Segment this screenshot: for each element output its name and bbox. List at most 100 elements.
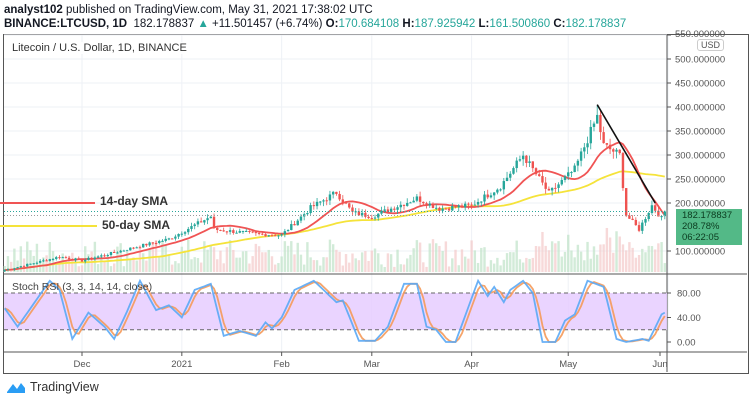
candle-body xyxy=(637,225,641,231)
volume-bar xyxy=(534,245,538,272)
candle-body xyxy=(190,226,193,229)
volume-bar xyxy=(657,243,660,272)
volume-bar xyxy=(319,265,322,272)
candle-body xyxy=(322,200,325,202)
candle-body xyxy=(331,191,335,195)
candle-body xyxy=(164,238,167,241)
candle-body xyxy=(135,247,138,249)
volume-bar xyxy=(16,260,19,272)
candle-body xyxy=(125,250,129,252)
volume-bar xyxy=(9,261,13,272)
candle-body xyxy=(415,196,419,201)
volume-bar xyxy=(499,265,502,272)
volume-bar xyxy=(367,260,370,272)
candle-body xyxy=(602,132,605,144)
candle-body xyxy=(583,147,586,152)
volume-bar xyxy=(531,257,534,272)
price-tick-label: 550.000000 xyxy=(675,29,725,40)
candle-body xyxy=(492,192,496,196)
stoch-rsi-title: Stoch RSI (3, 3, 14, 14, close) xyxy=(12,281,153,293)
volume-bar xyxy=(106,256,109,272)
candle-body xyxy=(360,212,364,216)
candle-body xyxy=(270,235,274,237)
volume-bar xyxy=(225,247,229,272)
candle-body xyxy=(505,177,509,182)
candle-body xyxy=(499,189,502,191)
volume-bar xyxy=(563,251,567,272)
volume-bar xyxy=(422,262,425,272)
candle-body xyxy=(67,257,71,260)
date-tick-label: May xyxy=(559,359,577,370)
volume-bar xyxy=(431,239,435,272)
candle-body xyxy=(653,205,657,211)
volume-bar xyxy=(103,260,106,272)
candle-body xyxy=(357,211,361,216)
candle-body xyxy=(222,230,225,232)
candle-body xyxy=(167,238,171,240)
volume-bar xyxy=(13,248,16,272)
volume-bar xyxy=(592,246,596,272)
volume-bar xyxy=(460,249,464,272)
candle-body xyxy=(299,216,303,221)
currency-label[interactable]: USD xyxy=(697,39,725,51)
candle-body xyxy=(441,208,444,211)
candle-body xyxy=(486,194,489,198)
stoch-k-line xyxy=(3,278,666,343)
volume-bar xyxy=(383,266,386,272)
volume-bar xyxy=(489,260,493,272)
candle-body xyxy=(364,212,367,217)
price-tick-label: 500.000000 xyxy=(675,55,725,66)
volume-bar xyxy=(312,260,316,272)
publish-date: published on TradingView.com, May 31, 20… xyxy=(66,4,373,16)
volume-bar xyxy=(396,249,399,272)
volume-bar xyxy=(283,241,287,272)
volume-bar xyxy=(109,266,113,272)
volume-bar xyxy=(38,262,42,272)
volume-bar xyxy=(435,243,438,272)
volume-bar xyxy=(428,243,431,272)
tradingview-logo[interactable]: TradingView xyxy=(6,380,99,394)
volume-bar xyxy=(612,252,615,272)
date-tick-label: Mar xyxy=(364,359,380,370)
volume-bar xyxy=(77,266,80,272)
candle-body xyxy=(631,218,634,220)
candle-body xyxy=(212,216,216,228)
candle-body xyxy=(154,242,158,244)
candle-body xyxy=(26,263,29,267)
candle-body xyxy=(245,230,248,232)
candle-body xyxy=(293,224,296,226)
volume-bar xyxy=(660,242,663,272)
candle-body xyxy=(48,259,51,261)
volume-bar xyxy=(567,234,570,272)
candle-body xyxy=(573,165,576,173)
volume-bar xyxy=(145,260,148,272)
candle-body xyxy=(228,230,232,232)
candle-body xyxy=(483,194,486,202)
candle-body xyxy=(428,203,431,206)
volume-bar xyxy=(302,264,306,272)
sma14-line xyxy=(4,141,666,272)
candle-body xyxy=(129,247,132,251)
volume-bar xyxy=(87,254,90,272)
candle-body xyxy=(402,204,406,206)
candle-body xyxy=(19,266,23,268)
volume-bar xyxy=(74,257,77,272)
volume-bar xyxy=(402,264,406,272)
volume-bar xyxy=(277,263,280,272)
author[interactable]: analyst102 xyxy=(4,4,63,16)
volume-bar xyxy=(409,254,412,272)
candle-body xyxy=(61,257,64,259)
candle-body xyxy=(71,259,74,261)
candle-body xyxy=(644,219,647,223)
candle-body xyxy=(148,242,151,246)
volume-bar xyxy=(206,249,209,272)
candle-body xyxy=(476,201,480,205)
candle-body xyxy=(74,258,77,261)
volume-bar xyxy=(164,244,167,272)
volume-bar xyxy=(663,263,667,272)
volume-bar xyxy=(203,241,206,272)
candle-body xyxy=(560,179,563,185)
volume-bar xyxy=(315,260,319,272)
volume-bar xyxy=(290,241,293,272)
